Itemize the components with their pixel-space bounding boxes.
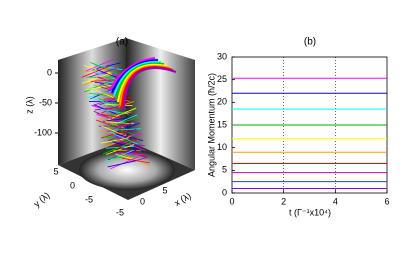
ray: [117, 63, 168, 103]
ray: [107, 125, 137, 136]
ray: [117, 138, 146, 152]
ray: [111, 59, 159, 94]
y-axis-label: y (λ): [32, 190, 52, 209]
ray: [115, 62, 165, 100]
ray: [94, 64, 123, 71]
ray: [114, 133, 143, 139]
y-tick-label: 20: [217, 97, 227, 107]
ray: [86, 84, 115, 91]
ray: [92, 62, 121, 70]
x-tick-label: 6: [384, 196, 389, 206]
ray: [81, 65, 110, 78]
x-tick-label: 5: [162, 185, 167, 195]
ray: [79, 68, 108, 73]
ray: [88, 80, 117, 90]
y-tick-label: 0: [70, 180, 75, 190]
y-axis-label: Angular Momentum (ħ/2c): [206, 73, 216, 177]
z-axis-label: z (λ): [24, 96, 34, 114]
ray: [91, 97, 120, 109]
ray: [108, 128, 137, 142]
x-tick-label: 2: [281, 196, 286, 206]
y-tick-label: -5: [85, 194, 93, 204]
ray: [94, 106, 123, 111]
panel-a-rays: [79, 57, 177, 170]
y-tick-label: 0: [222, 187, 227, 197]
ray: [88, 67, 117, 78]
ray: [103, 117, 132, 122]
ray: [99, 118, 128, 130]
ray: [119, 64, 171, 106]
ray: [98, 130, 127, 135]
x-axis-label: x (λ): [173, 191, 193, 208]
x-axis-label: t (Γ⁻¹x10⁴): [289, 207, 331, 217]
z-tick-label: -100: [34, 127, 52, 137]
ray: [102, 142, 132, 155]
x-tick-label: -5: [116, 207, 124, 217]
ray: [116, 141, 145, 147]
ray: [82, 72, 111, 84]
ray: [90, 79, 119, 82]
y-tick-label: 5: [222, 165, 227, 175]
panel-a-title: (a): [116, 37, 128, 48]
y-tick-label: 15: [217, 119, 227, 129]
z-tick-label: 0: [47, 67, 52, 77]
ray: [105, 121, 134, 133]
ray: [123, 67, 177, 112]
ray: [119, 147, 148, 159]
z-tick-label: -50: [39, 97, 52, 107]
x-tick-label: 0: [140, 196, 145, 206]
ray: [85, 58, 115, 72]
y-tick-label: 5: [53, 166, 58, 176]
y-tick-label: 25: [217, 74, 227, 84]
ray: [105, 150, 134, 163]
ray: [101, 125, 130, 138]
x-tick-label: 4: [333, 196, 338, 206]
ray: [86, 89, 115, 99]
ray: [110, 156, 139, 170]
ray: [112, 141, 141, 151]
ray: [95, 119, 125, 131]
ray: [103, 135, 132, 148]
ray: [109, 57, 156, 91]
panel-b-title: (b): [304, 37, 316, 48]
ray: [110, 131, 139, 145]
ray: [107, 160, 136, 168]
ray: [114, 152, 143, 155]
ray: [84, 73, 113, 86]
ray: [108, 155, 137, 160]
ray: [113, 60, 162, 97]
ray: [121, 153, 150, 166]
ray: [83, 65, 112, 74]
ray: [104, 103, 133, 107]
y-tick-label: 30: [217, 51, 227, 61]
x-tick-label: 0: [229, 196, 234, 206]
ray: [96, 114, 125, 123]
y-tick-label: 10: [217, 142, 227, 152]
ray: [105, 144, 135, 155]
